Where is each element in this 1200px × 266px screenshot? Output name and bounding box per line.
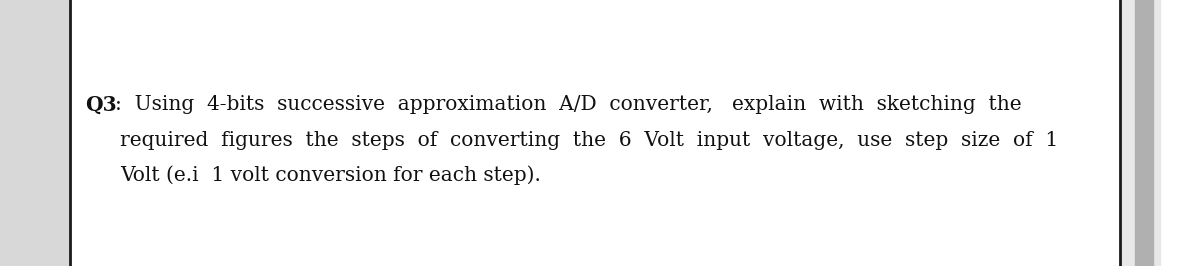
Text: :  Using  4-bits  successive  approximation  A/D  converter,   explain  with  sk: : Using 4-bits successive approximation … [115, 95, 1021, 114]
Bar [1135, 0, 1153, 266]
Text: required  figures  the  steps  of  converting  the  6  Volt  input  voltage,  us: required figures the steps of converting… [120, 131, 1058, 149]
Bar [1122, 0, 1160, 266]
Bar [0, 0, 68, 266]
Text: Volt (e.i  1 volt conversion for each step).: Volt (e.i 1 volt conversion for each ste… [120, 165, 541, 185]
Text: Q3: Q3 [85, 95, 116, 115]
